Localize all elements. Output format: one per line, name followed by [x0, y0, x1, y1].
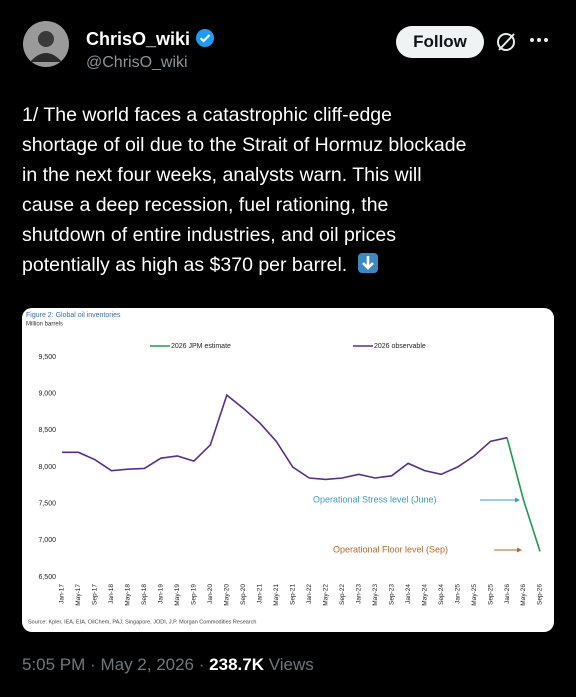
tweet-line: 1/ The world faces a catastrophic cliff-…	[22, 104, 392, 126]
x-tick-label: May-17	[75, 584, 82, 606]
x-tick-label: Sep-17	[92, 584, 99, 605]
x-tick-label: Sep-25	[487, 584, 494, 605]
tweet-footer: 5:05 PM · May 2, 2026 · 238.7K Views	[22, 655, 314, 675]
x-tick-label: May-18	[125, 584, 132, 606]
tweet-line: shortage of oil due to the Strait of Hor…	[22, 134, 467, 156]
y-tick-label: 8,500	[38, 427, 56, 434]
legend-label: 2026 observable	[374, 343, 426, 350]
x-tick-label: May-20	[224, 584, 231, 606]
x-tick-label: Jan-20	[207, 584, 214, 604]
x-tick-label: Jan-23	[355, 584, 362, 604]
y-tick-label: 7,500	[38, 501, 56, 508]
y-tick-label: 7,000	[38, 537, 56, 544]
annotation: Operational Floor level (Sep)	[333, 544, 448, 554]
y-tick-label: 8,000	[38, 464, 56, 471]
x-tick-label: May-25	[471, 584, 478, 606]
chart-title: Figure 2: Global oil inventories	[26, 312, 121, 319]
annotation-arrowhead	[517, 547, 522, 553]
y-tick-label: 9,500	[38, 354, 56, 361]
x-tick-label: Jan-17	[59, 584, 66, 604]
grok-icon[interactable]	[494, 30, 518, 54]
data-line	[506, 437, 541, 552]
x-tick-label: Sep-24	[438, 584, 445, 605]
x-tick-label: Jan-18	[108, 584, 115, 604]
x-tick-label: Jan-19	[158, 584, 165, 604]
x-tick-label: Jan-24	[405, 584, 412, 604]
tweet-line: in the next four weeks, analysts warn. T…	[22, 164, 422, 186]
down-arrow-emoji	[357, 253, 378, 273]
x-tick-label: Sep-20	[240, 584, 247, 605]
chart: Figure 2: Global oil inventories Million…	[26, 312, 544, 626]
x-tick-label: May-26	[520, 584, 527, 606]
x-tick-label: May-24	[421, 584, 428, 606]
x-tick-label: Jan-25	[454, 584, 461, 604]
y-tick-label: 6,500	[38, 574, 56, 581]
post-date[interactable]: May 2, 2026	[100, 655, 195, 674]
legend-label: 2026 JPM estimate	[171, 343, 231, 350]
y-tick-label: 9,000	[38, 391, 56, 398]
view-count: 238.7K	[209, 655, 264, 674]
more-icon[interactable]	[528, 36, 552, 46]
annotation-arrowhead	[515, 497, 520, 503]
annotation: Operational Stress level (June)	[313, 494, 437, 504]
x-tick-label: Sep-18	[141, 584, 148, 605]
separator: ·	[90, 655, 96, 674]
post-time[interactable]: 5:05 PM	[22, 655, 86, 674]
tweet-line: shutdown of entire industries, and oil p…	[22, 224, 396, 246]
avatar[interactable]	[22, 20, 70, 68]
tweet-line: cause a deep recession, fuel rationing, …	[22, 194, 389, 216]
tweet-text: 1/ The world faces a catastrophic cliff-…	[22, 100, 466, 280]
verified-badge	[196, 29, 215, 47]
tweet-line-text: potentially as high as $370 per barrel.	[22, 254, 348, 276]
x-tick-label: Sep-22	[339, 584, 346, 605]
data-line	[62, 393, 508, 481]
x-tick-label: Sep-26	[537, 584, 544, 605]
separator: ·	[198, 655, 205, 674]
user-name[interactable]: ChrisO_wiki	[86, 28, 215, 50]
x-tick-label: May-22	[322, 584, 329, 606]
chart-subtitle: Million barrels	[26, 322, 63, 328]
x-tick-label: Sep-23	[388, 584, 395, 605]
chart-card[interactable]: Figure 2: Global oil inventories Million…	[22, 308, 554, 632]
views-label: Views	[268, 655, 314, 674]
x-tick-label: Sep-19	[191, 584, 198, 605]
chart-source: Source: Kpler, IEA, EIA, OilChem, PAJ, S…	[28, 619, 256, 625]
tweet-line: potentially as high as $370 per barrel.	[22, 250, 466, 280]
x-tick-label: May-23	[372, 584, 379, 606]
x-tick-label: May-19	[174, 584, 181, 606]
x-tick-label: Sep-21	[289, 584, 296, 605]
x-tick-label: Jan-22	[306, 584, 313, 604]
user-handle[interactable]: @ChrisO_wiki	[86, 54, 188, 71]
x-tick-label: May-21	[273, 584, 280, 606]
follow-button[interactable]: Follow	[396, 26, 484, 58]
user-name-text[interactable]: ChrisO_wiki	[86, 29, 191, 49]
x-tick-label: Jan-21	[257, 584, 264, 604]
x-tick-label: Jan-26	[504, 584, 511, 604]
